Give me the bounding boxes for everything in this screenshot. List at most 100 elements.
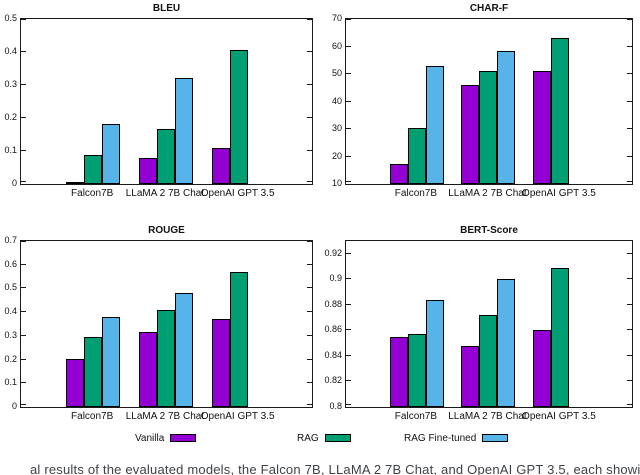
bar-rag-fine-tuned-falcon7b [102,316,121,407]
bar-rag-falcon7b [407,128,426,184]
x-axis-labels-char-f: Falcon7B LLaMA 2 7B Chat OpenAI GPT 3.5 [345,188,633,202]
bar-rag-fine-tuned-llama-2-7b-chat [174,77,193,184]
y-axis-rouge: 0 0.1 0.2 0.3 0.4 0.5 0.6 0.7 [0,235,20,411]
y-tick-label: 0.3 [4,329,17,340]
axis-tick [21,358,26,360]
bar-rag-fine-tuned-llama-2-7b-chat [497,51,516,184]
axis-tick [346,380,351,382]
bar-rag-llama-2-7b-chat [156,309,175,407]
legend-label-rag-fine-tuned: RAG Fine-tuned [404,432,477,444]
bar-rag-fine-tuned-falcon7b [425,66,444,184]
legend-entry-rag: RAG [297,431,351,445]
axis-tick [21,51,26,52]
bar-rag-llama-2-7b-chat [156,128,175,184]
y-tick-label: 0.3 [4,79,17,89]
y-tick-label: 0.86 [324,324,342,335]
axis-tick [627,404,632,405]
axis-tick [627,181,632,182]
axis-tick [627,354,632,356]
axis-tick [627,19,632,20]
axis-tick [307,358,312,360]
axis-tick [307,334,312,336]
x-category-label-llama-2-7b-chat: LLaMA 2 7B Chat [448,411,527,422]
x-category-label-llama-2-7b-chat: LLaMA 2 7B Chat [125,411,205,422]
axis-tick [627,155,632,157]
axis-tick [627,73,632,74]
axis-tick [21,19,26,20]
figure-legend: Vanilla RAG RAG Fine-tuned [0,431,640,445]
x-category-label-falcon7b: Falcon7B [394,188,438,199]
axis-tick [307,117,312,118]
axis-tick [627,380,632,382]
y-tick-label: 50 [331,68,342,78]
x-axis-labels-bleu: Falcon7B LLaMA 2 7B Chat OpenAI GPT 3.5 [20,188,313,202]
bar-vanilla-llama-2-7b-chat [461,85,480,184]
bar-vanilla-openai-gpt-3-5 [211,147,230,184]
y-tick-label: 10 [331,178,342,188]
y-axis-char-f: 10 20 30 40 50 60 70 [320,13,345,188]
y-tick-label: 0.8 [329,401,342,411]
y-tick-label: 0.88 [324,298,342,309]
axis-tick [307,241,312,242]
x-category-label-falcon7b: Falcon7B [71,411,114,422]
axis-tick [346,181,351,182]
bar-rag-fine-tuned-falcon7b [102,123,121,184]
axis-tick [346,155,351,157]
x-category-label-llama-2-7b-chat: LLaMA 2 7B Chat [125,188,205,199]
bar-rag-openai-gpt-3-5 [229,50,248,184]
axis-tick [627,278,632,280]
axis-tick [307,404,312,405]
bar-rag-openai-gpt-3-5 [550,267,569,407]
legend-entry-vanilla: Vanilla [135,431,197,445]
y-tick-label: 0.5 [4,13,17,23]
bar-rag-llama-2-7b-chat [479,70,498,184]
axis-tick [627,303,632,305]
axis-tick [346,252,351,254]
axis-tick [307,263,312,265]
y-tick-label: 20 [331,150,342,161]
bar-vanilla-falcon7b [389,163,408,184]
bar-vanilla-openai-gpt-3-5 [211,318,230,407]
axis-tick [346,354,351,356]
y-tick-label: 60 [331,40,342,51]
legend-swatch-rag-fine-tuned [482,434,509,442]
legend-label-rag: RAG [297,432,319,444]
y-tick-label: 30 [331,123,342,133]
plot-area-bleu [20,18,313,185]
bar-vanilla-openai-gpt-3-5 [532,71,551,184]
axis-tick [627,329,632,331]
axis-tick [627,128,632,129]
axis-tick [346,128,351,129]
legend-swatch-rag [324,434,351,442]
axis-tick [346,73,351,74]
bar-rag-fine-tuned-falcon7b [425,299,444,407]
axis-tick [627,100,632,102]
y-tick-label: 0.1 [4,377,17,388]
axis-tick [307,19,312,20]
x-category-label-falcon7b: Falcon7B [394,411,438,422]
chart-title-bleu: BLEU [152,3,181,14]
x-category-label-openai-gpt-3-5: OpenAI GPT 3.5 [200,188,275,199]
axis-tick [627,252,632,254]
axis-tick [21,84,26,85]
y-tick-label: 0.1 [4,145,17,155]
axis-tick [346,100,351,102]
axis-tick [21,263,26,265]
bar-rag-falcon7b [407,334,426,407]
y-axis-bleu: 0 0.1 0.2 0.3 0.4 0.5 [0,13,20,188]
axis-tick [627,45,632,47]
legend-label-vanilla: Vanilla [135,432,165,444]
axis-tick [307,311,312,313]
y-tick-label: 0.2 [4,112,17,122]
y-tick-label: 0 [11,178,17,188]
plot-area-char-f [345,18,633,185]
x-category-label-falcon7b: Falcon7B [71,188,114,199]
legend-entry-rag-fine-tuned: RAG Fine-tuned [404,431,509,445]
y-axis-bert-score: 0.8 0.82 0.84 0.86 0.88 0.9 0.92 [320,240,345,411]
axis-tick [307,150,312,151]
axis-tick [21,334,26,336]
bar-vanilla-falcon7b [66,358,85,407]
bar-vanilla-falcon7b [66,182,85,184]
y-tick-label: 0.4 [4,46,17,56]
